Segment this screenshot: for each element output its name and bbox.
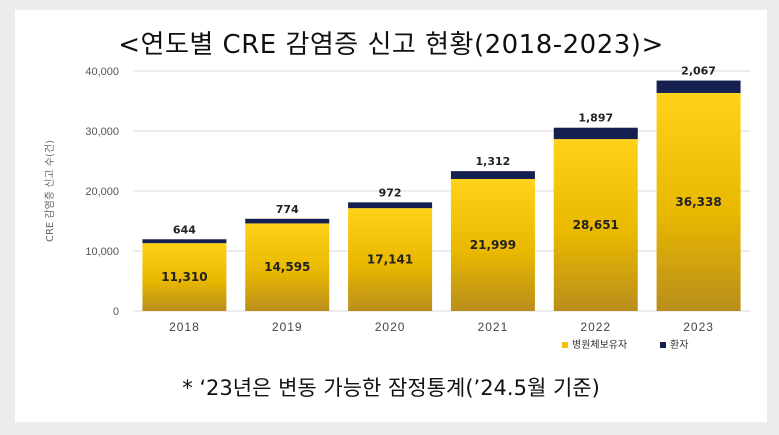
- data-label-hospital: 14,595: [264, 260, 310, 274]
- bar-hospital-2023: [656, 92, 741, 311]
- legend-swatch-hospital: [562, 342, 568, 348]
- x-tick-label: 2023: [683, 320, 714, 334]
- data-label-patient: 972: [379, 186, 402, 199]
- bar-hospital-2019: [245, 223, 330, 311]
- y-tick-label: 20,000: [85, 186, 119, 198]
- y-tick-label: 40,000: [85, 66, 119, 78]
- bar-patient-2018: [142, 239, 227, 244]
- data-label-patient: 2,067: [681, 65, 716, 78]
- grid-lines: [133, 70, 750, 312]
- bar-patient-2020: [348, 202, 433, 209]
- x-tick-label: 2018: [169, 320, 200, 334]
- bar-hospital-2022: [553, 139, 638, 311]
- y-tick-label: 0: [113, 306, 119, 318]
- chart-title: <연도별 CRE 감염증 신고 현황(2018-2023)>: [118, 30, 664, 60]
- legend-label-patient: 환자: [670, 339, 688, 351]
- bar-patient-2019: [245, 218, 330, 224]
- bar-hospital-2021: [450, 179, 535, 311]
- data-label-patient: 1,897: [578, 112, 613, 125]
- data-label-patient: 644: [173, 223, 196, 236]
- legend: 병원체보유자 환자: [562, 339, 688, 351]
- data-label-hospital: 36,338: [675, 195, 721, 209]
- bar-hospital-2020: [348, 208, 433, 311]
- data-label-hospital: 17,141: [367, 253, 413, 267]
- x-tick-label: 2019: [272, 320, 303, 334]
- legend-label-hospital: 병원체보유자: [572, 339, 627, 351]
- y-axis-label: CRE 감염증 신고 수(건): [44, 140, 56, 242]
- bar-hospital-2018: [142, 243, 227, 311]
- chart-panel: <연도별 CRE 감염증 신고 현황(2018-2023)> 0 10,000 20…: [15, 10, 767, 422]
- x-tick-label: 2022: [580, 320, 611, 334]
- bars: 11,310 644 2018 14,595 774 2019 17,141 972 2020 2…: [142, 65, 741, 334]
- data-label-hospital: 21,999: [470, 238, 516, 252]
- bar-patient-2023: [656, 80, 741, 93]
- x-tick-label: 2021: [478, 320, 509, 334]
- data-label-hospital: 11,310: [161, 270, 207, 284]
- y-tick-label: 30,000: [85, 126, 119, 138]
- footnote: * ‘23년은 변동 가능한 잠정통계(’24.5월 기준): [182, 376, 600, 400]
- data-label-patient: 774: [276, 203, 299, 216]
- data-label-hospital: 28,651: [573, 218, 619, 232]
- y-tick-label: 10,000: [85, 246, 119, 258]
- x-tick-label: 2020: [375, 320, 406, 334]
- data-label-patient: 1,312: [476, 155, 511, 168]
- bar-patient-2021: [450, 171, 535, 180]
- y-axis-ticks: 0 10,000 20,000 30,000 40,000: [85, 66, 119, 318]
- legend-swatch-patient: [660, 342, 666, 348]
- bar-patient-2022: [553, 127, 638, 140]
- bar-chart: 0 10,000 20,000 30,000 40,000 CRE 감염증 신고 수(건…: [44, 65, 750, 351]
